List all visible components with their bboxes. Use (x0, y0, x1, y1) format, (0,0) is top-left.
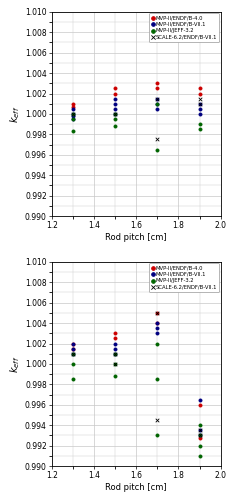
MVP-II/ENDF/B-4.0 (113, 334, 117, 342)
MVP-II/ENDF/B-VII.1 (113, 344, 117, 352)
MVP-II/JEFF-3.2 (198, 452, 201, 460)
SCALE-6.2/ENDF/B-VII.1 (198, 432, 201, 440)
X-axis label: Rod pitch [cm]: Rod pitch [cm] (105, 482, 167, 492)
MVP-II/ENDF/B-4.0 (198, 434, 201, 442)
MVP-II/ENDF/B-VII.1 (113, 340, 117, 347)
MVP-II/ENDF/B-4.0 (71, 100, 75, 108)
MVP-II/ENDF/B-4.0 (155, 319, 159, 327)
MVP-II/JEFF-3.2 (155, 340, 159, 347)
MVP-II/JEFF-3.2 (113, 372, 117, 380)
MVP-II/ENDF/B-VII.1 (198, 105, 201, 113)
MVP-II/ENDF/B-VII.1 (113, 105, 117, 113)
MVP-II/JEFF-3.2 (198, 125, 201, 133)
MVP-II/ENDF/B-VII.1 (71, 350, 75, 358)
MVP-II/JEFF-3.2 (113, 110, 117, 118)
SCALE-6.2/ENDF/B-VII.1 (198, 100, 201, 108)
MVP-II/ENDF/B-4.0 (113, 330, 117, 338)
MVP-II/JEFF-3.2 (71, 115, 75, 123)
MVP-II/ENDF/B-VII.1 (71, 115, 75, 123)
SCALE-6.2/ENDF/B-VII.1 (155, 309, 159, 317)
SCALE-6.2/ENDF/B-VII.1 (155, 136, 159, 143)
MVP-II/ENDF/B-4.0 (71, 344, 75, 352)
SCALE-6.2/ENDF/B-VII.1 (198, 94, 201, 102)
MVP-II/ENDF/B-VII.1 (155, 94, 159, 102)
MVP-II/ENDF/B-4.0 (198, 84, 201, 92)
MVP-II/ENDF/B-VII.1 (155, 324, 159, 332)
MVP-II/ENDF/B-VII.1 (71, 110, 75, 118)
SCALE-6.2/ENDF/B-VII.1 (155, 416, 159, 424)
MVP-II/JEFF-3.2 (113, 122, 117, 130)
MVP-II/ENDF/B-4.0 (71, 340, 75, 347)
MVP-II/ENDF/B-VII.1 (71, 105, 75, 113)
MVP-II/ENDF/B-4.0 (113, 84, 117, 92)
MVP-II/ENDF/B-VII.1 (198, 110, 201, 118)
MVP-II/ENDF/B-VII.1 (198, 432, 201, 440)
MVP-II/ENDF/B-4.0 (113, 90, 117, 98)
MVP-II/JEFF-3.2 (198, 442, 201, 450)
MVP-II/JEFF-3.2 (155, 375, 159, 383)
MVP-II/JEFF-3.2 (198, 432, 201, 440)
MVP-II/JEFF-3.2 (71, 360, 75, 368)
SCALE-6.2/ENDF/B-VII.1 (198, 426, 201, 434)
SCALE-6.2/ENDF/B-VII.1 (155, 94, 159, 102)
MVP-II/JEFF-3.2 (155, 146, 159, 154)
Y-axis label: $k_{eff}$: $k_{eff}$ (8, 355, 22, 372)
MVP-II/JEFF-3.2 (71, 350, 75, 358)
MVP-II/JEFF-3.2 (71, 128, 75, 136)
MVP-II/ENDF/B-4.0 (198, 401, 201, 409)
MVP-II/ENDF/B-VII.1 (113, 94, 117, 102)
MVP-II/ENDF/B-VII.1 (155, 330, 159, 338)
MVP-II/ENDF/B-VII.1 (155, 105, 159, 113)
MVP-II/ENDF/B-VII.1 (113, 350, 117, 358)
Legend: MVP-II/ENDF/B-4.0, MVP-II/ENDF/B-VII.1, MVP-II/JEFF-3.2, SCALE-6.2/ENDF/B-VII.1: MVP-II/ENDF/B-4.0, MVP-II/ENDF/B-VII.1, … (149, 14, 219, 42)
MVP-II/ENDF/B-VII.1 (113, 100, 117, 108)
MVP-II/ENDF/B-VII.1 (198, 100, 201, 108)
MVP-II/JEFF-3.2 (113, 115, 117, 123)
SCALE-6.2/ENDF/B-VII.1 (113, 360, 117, 368)
MVP-II/JEFF-3.2 (113, 350, 117, 358)
MVP-II/ENDF/B-VII.1 (113, 110, 117, 118)
MVP-II/JEFF-3.2 (155, 100, 159, 108)
MVP-II/ENDF/B-VII.1 (71, 340, 75, 347)
MVP-II/JEFF-3.2 (113, 360, 117, 368)
MVP-II/ENDF/B-4.0 (155, 80, 159, 88)
MVP-II/ENDF/B-4.0 (155, 84, 159, 92)
MVP-II/JEFF-3.2 (71, 110, 75, 118)
SCALE-6.2/ENDF/B-VII.1 (113, 110, 117, 118)
SCALE-6.2/ENDF/B-VII.1 (71, 350, 75, 358)
MVP-II/JEFF-3.2 (155, 432, 159, 440)
Y-axis label: $k_{eff}$: $k_{eff}$ (8, 105, 22, 122)
MVP-II/ENDF/B-VII.1 (71, 344, 75, 352)
MVP-II/ENDF/B-VII.1 (198, 426, 201, 434)
MVP-II/ENDF/B-VII.1 (155, 100, 159, 108)
SCALE-6.2/ENDF/B-VII.1 (71, 110, 75, 118)
MVP-II/ENDF/B-4.0 (198, 90, 201, 98)
MVP-II/JEFF-3.2 (198, 120, 201, 128)
SCALE-6.2/ENDF/B-VII.1 (113, 350, 117, 358)
MVP-II/JEFF-3.2 (198, 421, 201, 429)
X-axis label: Rod pitch [cm]: Rod pitch [cm] (105, 232, 167, 241)
MVP-II/ENDF/B-VII.1 (198, 396, 201, 404)
MVP-II/JEFF-3.2 (71, 375, 75, 383)
Legend: MVP-II/ENDF/B-4.0, MVP-II/ENDF/B-VII.1, MVP-II/JEFF-3.2, SCALE-6.2/ENDF/B-VII.1: MVP-II/ENDF/B-4.0, MVP-II/ENDF/B-VII.1, … (149, 264, 219, 291)
MVP-II/ENDF/B-VII.1 (155, 319, 159, 327)
MVP-II/ENDF/B-4.0 (155, 309, 159, 317)
MVP-II/ENDF/B-4.0 (71, 103, 75, 111)
MVP-II/ENDF/B-VII.1 (71, 112, 75, 120)
